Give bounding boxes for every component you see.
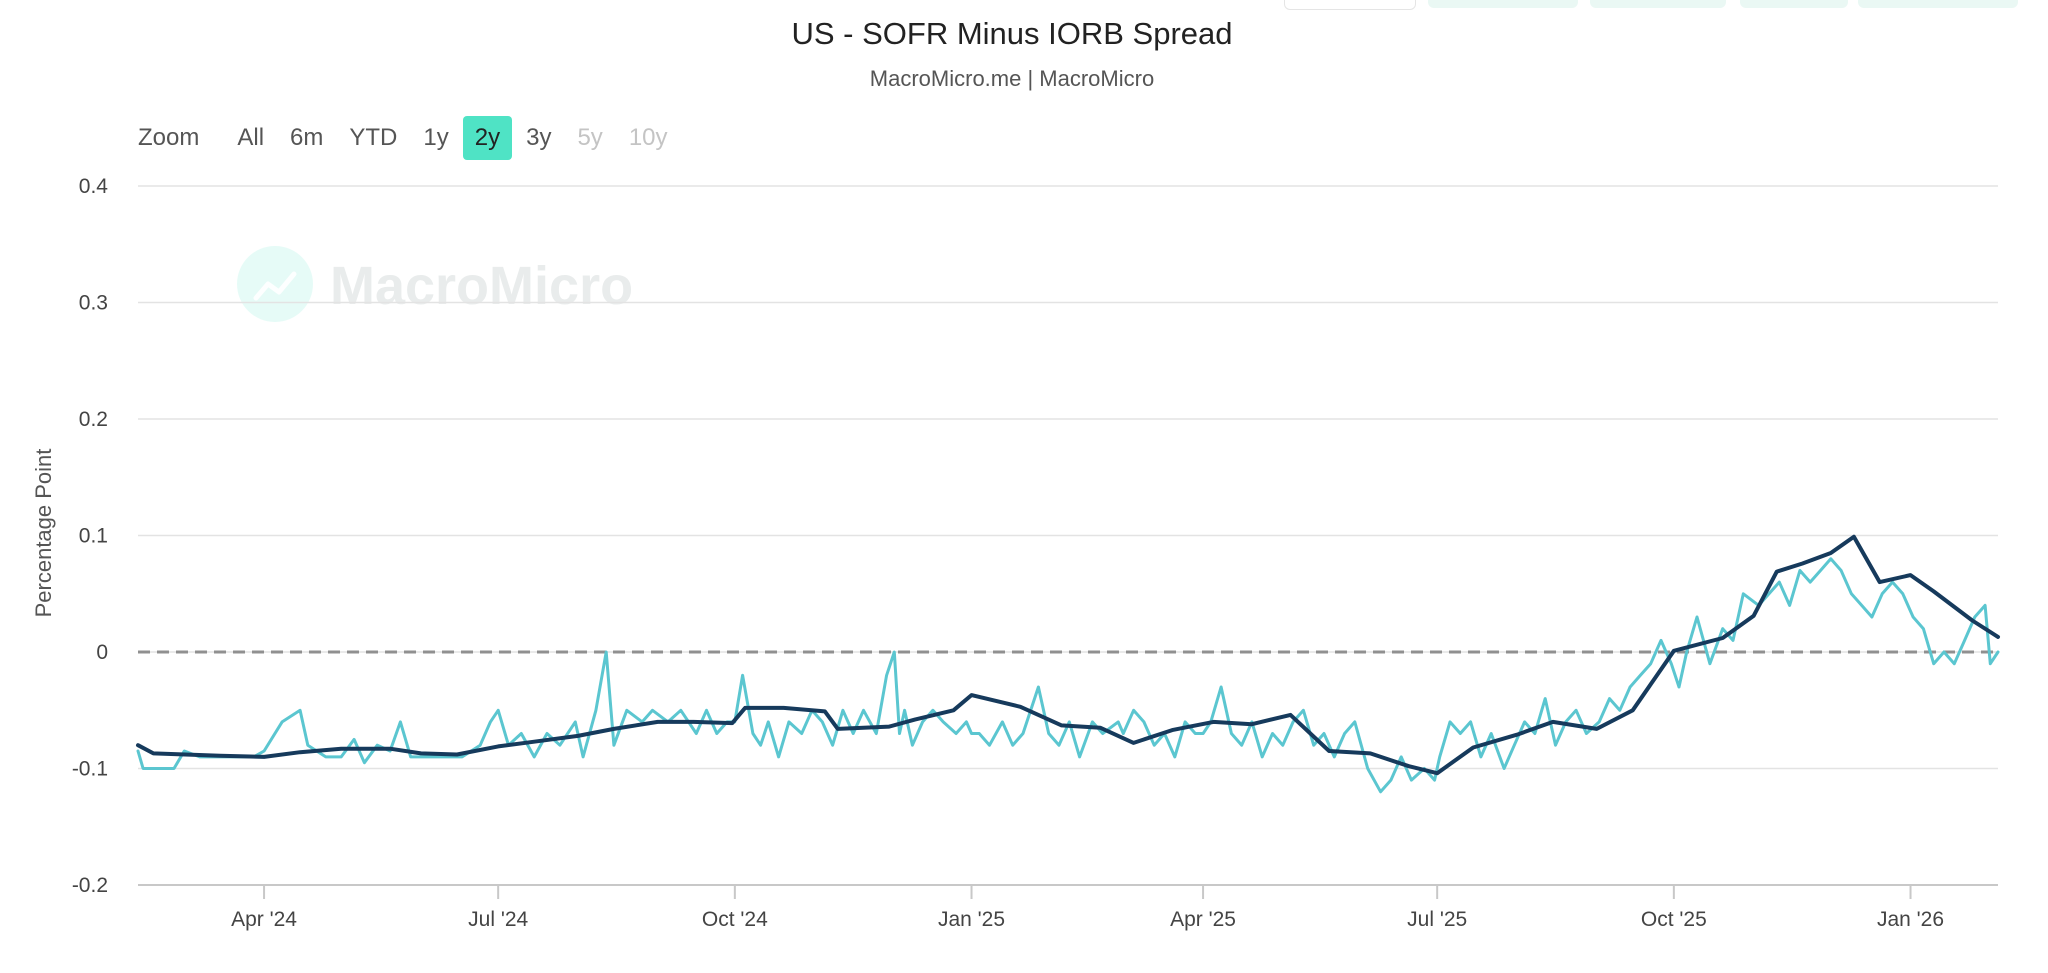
series-line-daily	[136, 557, 2000, 794]
y-tick-label: 0.2	[79, 408, 108, 431]
x-tick-label: Jul '24	[468, 908, 528, 931]
watermark-text: MacroMicro	[330, 256, 633, 316]
watermark-chart-icon	[253, 271, 297, 301]
top-tab-1[interactable]	[1284, 0, 1416, 10]
x-tick-label: Jul '25	[1407, 908, 1467, 931]
chart-title: US - SOFR Minus IORB Spread	[791, 16, 1233, 51]
x-tick-label: Jan '26	[1877, 908, 1944, 931]
y-tick-label: 0	[96, 641, 108, 664]
y-tick-label: 0.3	[79, 292, 108, 315]
zoom-2y-button[interactable]: 2y	[462, 116, 513, 160]
watermark-logo-icon	[237, 246, 313, 322]
watermark: MacroMicro	[237, 246, 633, 322]
x-tick-label: Jan '25	[938, 908, 1005, 931]
zoom-all-button[interactable]: All	[237, 124, 265, 151]
zoom-3y-button[interactable]: 3y	[526, 124, 552, 151]
zoom-10y-button[interactable]: 10y	[628, 124, 668, 151]
zoom-bar: Zoom All 6m YTD 1y 2y 3y 5y 10y	[138, 116, 682, 160]
chart-subtitle: MacroMicro.me | MacroMicro	[869, 66, 1155, 91]
top-tab-2[interactable]	[1428, 0, 1578, 8]
y-tick-label: -0.2	[72, 874, 108, 897]
y-tick-label: -0.1	[72, 758, 108, 781]
zoom-label: Zoom	[138, 124, 200, 151]
zoom-6m-button[interactable]: 6m	[290, 124, 324, 151]
zoom-ytd-button[interactable]: YTD	[349, 124, 398, 151]
x-tick-label: Apr '24	[231, 908, 297, 931]
series-line-average	[136, 534, 2000, 776]
top-tab-3[interactable]	[1590, 0, 1726, 8]
y-tick-label: 0.1	[79, 525, 108, 548]
x-tick-label: Apr '25	[1170, 908, 1236, 931]
zoom-5y-button[interactable]: 5y	[577, 124, 603, 151]
top-tab-strip	[0, 0, 2048, 10]
x-tick-label: Oct '25	[1641, 908, 1707, 931]
y-tick-label: 0.4	[79, 175, 109, 198]
top-tab-5[interactable]	[1858, 0, 2018, 8]
zoom-1y-button[interactable]: 1y	[423, 124, 449, 151]
x-tick-label: Oct '24	[702, 908, 768, 931]
top-tab-4[interactable]	[1740, 0, 1848, 8]
